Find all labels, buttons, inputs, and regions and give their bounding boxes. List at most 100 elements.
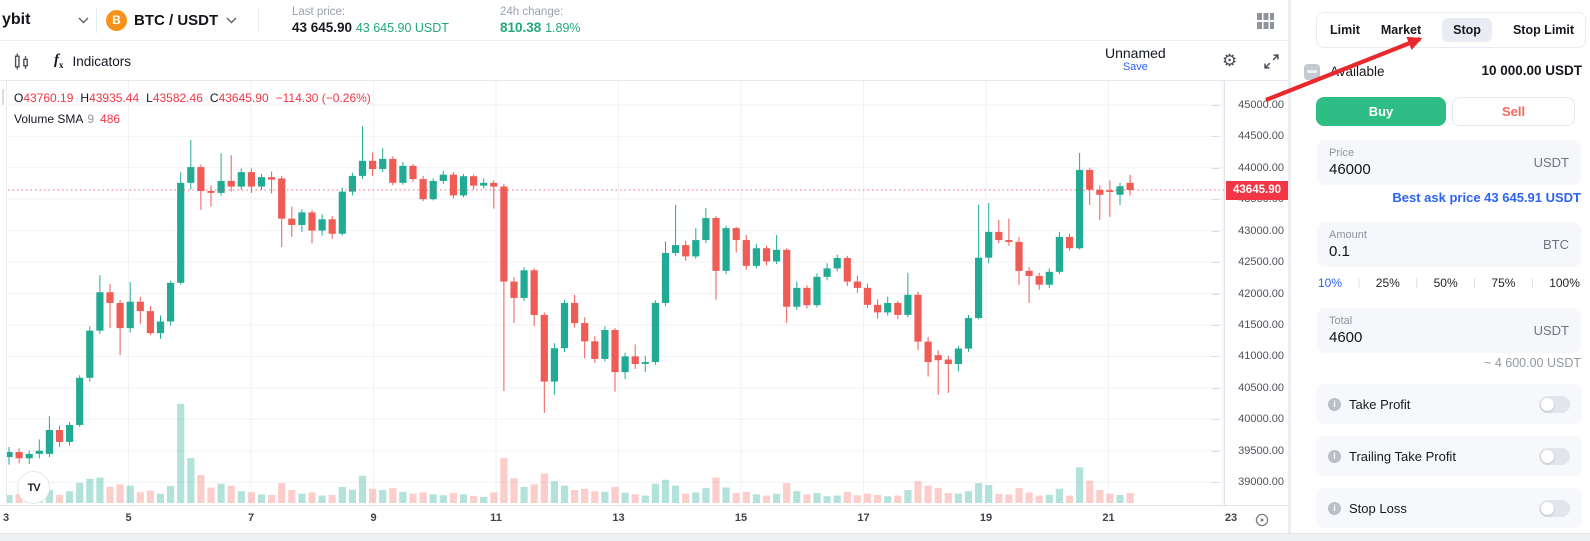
current-price-badge: 43645.90 [1226, 180, 1288, 200]
price-axis-label: 39000.00 [1212, 476, 1284, 488]
amount-field-unit: BTC [1543, 237, 1569, 252]
layout-grid-icon[interactable] [1256, 11, 1276, 31]
percent-separator: | [1473, 277, 1476, 289]
ohlc-legend: O43760.19 H43935.44 L43582.46 C43645.90 −114… [14, 91, 371, 105]
price-axis-label: 45000.00 [1212, 99, 1284, 111]
price-field-label: Price [1329, 147, 1355, 159]
toggle-label: Stop Loss [1349, 500, 1407, 516]
toggle-knob [1541, 449, 1554, 463]
percent-10[interactable]: 10% [1318, 276, 1343, 290]
available-row: Available 10 000.00 USDT [1304, 62, 1586, 84]
exchange-logo[interactable]: ybit [2, 11, 31, 28]
price-input[interactable] [1329, 161, 1479, 178]
info-icon[interactable]: i [1328, 501, 1341, 515]
time-axis-label: 9 [370, 512, 377, 524]
toggle-switch[interactable] [1539, 499, 1570, 517]
change-label: 24h change: [500, 6, 564, 18]
price-axis[interactable]: 45000.0044500.0044000.0043500.0043000.00… [1212, 81, 1288, 505]
toggle-label: Trailing Take Profit [1349, 448, 1456, 464]
top-header: ybit B BTC / USDT Last price: 43 645.90 … [0, 0, 1288, 41]
toggle-row-take-profit: i Take Profit [1316, 384, 1582, 424]
chart-legend: O43760.19 H43935.44 L43582.46 C43645.90 −114… [14, 91, 378, 133]
total-field-unit: USDT [1533, 323, 1569, 338]
amount-field[interactable]: Amount BTC [1317, 222, 1581, 267]
buy-button[interactable]: Buy [1316, 97, 1446, 126]
best-ask-link[interactable]: Best ask price 43 645.91 USDT [1392, 190, 1581, 205]
tab-limit[interactable]: Limit [1330, 23, 1360, 37]
time-axis-label: 7 [247, 512, 255, 524]
price-chart-canvas[interactable] [0, 81, 1224, 505]
price-axis-label: 42000.00 [1212, 288, 1284, 300]
tradingview-logo[interactable]: TV [17, 471, 50, 504]
panel-divider [1288, 0, 1291, 541]
total-field-label: Total [1329, 315, 1353, 327]
toggle-label: Take Profit [1349, 396, 1411, 412]
percent-100[interactable]: 100% [1549, 276, 1580, 290]
last-price-converted: 43 645.90 USDT [355, 21, 449, 35]
price-field[interactable]: Price USDT [1317, 140, 1581, 185]
time-axis-label: 11 [490, 512, 502, 524]
fullscreen-icon[interactable] [1264, 49, 1279, 73]
percent-50[interactable]: 50% [1433, 276, 1458, 290]
amount-input[interactable] [1329, 243, 1479, 260]
price-axis-label: 44000.00 [1212, 162, 1284, 174]
divider [258, 8, 259, 33]
price-axis-label: 42500.00 [1212, 256, 1284, 268]
btc-coin-icon: B [106, 10, 127, 31]
tab-stop-limit[interactable]: Stop Limit [1512, 23, 1575, 37]
time-axis-label: 3 [2, 512, 10, 524]
time-axis-label: 15 [734, 512, 748, 524]
info-icon[interactable]: i [1328, 449, 1341, 463]
chevron-down-icon[interactable] [226, 17, 237, 24]
indicators-button[interactable]: fx Indicators [54, 52, 132, 70]
toggle-knob [1541, 397, 1554, 411]
total-input[interactable] [1329, 329, 1479, 346]
sell-button[interactable]: Sell [1452, 97, 1575, 126]
drawing-toolbar-rail[interactable] [0, 81, 7, 505]
save-layout-button[interactable]: Save [1122, 61, 1148, 73]
fx-icon: fx [54, 52, 64, 70]
chevron-down-icon[interactable] [78, 17, 89, 24]
change-value: 810.38 1.89% [500, 20, 581, 35]
candle-style-icon[interactable] [12, 49, 31, 73]
percent-separator: | [1415, 277, 1419, 289]
price-axis-label: 44500.00 [1212, 130, 1284, 142]
time-axis-label: 5 [125, 512, 132, 524]
toggle-row-stop-loss: i Stop Loss [1316, 488, 1582, 528]
tab-stop[interactable]: Stop [1442, 18, 1492, 42]
time-axis-label: 23 [1224, 512, 1238, 524]
time-axis[interactable]: 3 5 7 9 11 13 15 17 19 21 23 [0, 505, 1288, 533]
change-pct: 1.89% [545, 21, 581, 35]
bottom-strip [0, 533, 1590, 541]
price-axis-label: 41000.00 [1212, 350, 1284, 362]
time-axis-label: 13 [612, 512, 625, 524]
last-price-value: 43 645.90 43 645.90 USDT [292, 20, 449, 35]
available-value: 10 000.00 USDT [1481, 63, 1582, 78]
toggle-row-trailing-take-profit: i Trailing Take Profit [1316, 436, 1582, 476]
toggle-switch[interactable] [1539, 395, 1570, 413]
toggle-switch[interactable] [1539, 447, 1570, 465]
pair-selector[interactable]: BTC / USDT [134, 12, 219, 29]
volume-legend: Volume SMA 9 486 [14, 112, 121, 126]
total-field[interactable]: Total USDT [1317, 308, 1581, 353]
percent-separator: | [1530, 277, 1534, 289]
price-axis-label: 41500.00 [1212, 319, 1284, 331]
scroll-to-realtime-icon[interactable] [1252, 510, 1272, 530]
percent-75[interactable]: 75% [1491, 276, 1516, 290]
layout-selector[interactable]: Unnamed Save [1105, 45, 1166, 73]
amount-percent-row: 10% | 25% | 50% | 75% | 100% [1318, 276, 1580, 290]
price-field-unit: USDT [1533, 155, 1569, 170]
percent-25[interactable]: 25% [1375, 276, 1400, 290]
price-axis-label: 43000.00 [1212, 225, 1284, 237]
time-axis-label: 21 [1102, 512, 1115, 524]
chart-toolbar: fx Indicators Unnamed Save ⚙ [0, 41, 1288, 113]
amount-field-label: Amount [1329, 229, 1367, 241]
price-axis-label: 40000.00 [1212, 413, 1284, 425]
divider [96, 8, 97, 33]
tab-market[interactable]: Market [1380, 23, 1422, 37]
info-icon[interactable]: i [1328, 397, 1341, 411]
settings-gear-icon[interactable]: ⚙ [1222, 51, 1238, 70]
transfer-icon[interactable] [1304, 64, 1320, 80]
